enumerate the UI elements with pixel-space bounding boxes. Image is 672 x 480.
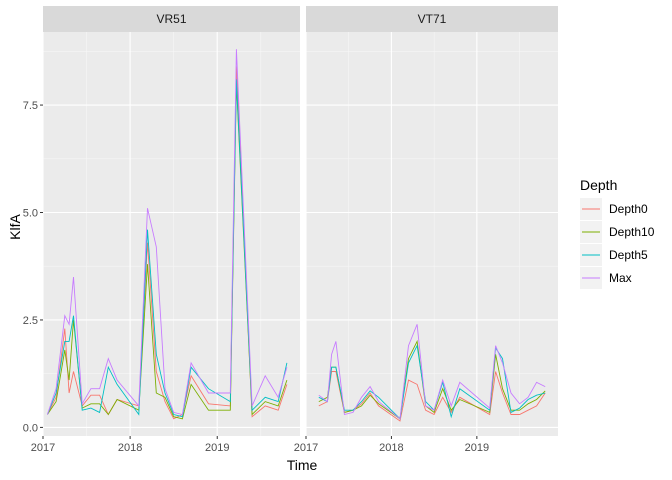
legend-label: Max (609, 271, 632, 285)
x-tick-label: 2019 (465, 442, 489, 454)
y-tick-label: 5.0 (23, 208, 38, 220)
legend-label: Depth0 (609, 202, 648, 216)
legend-item-depth10: Depth10 (580, 221, 655, 243)
x-tick-label: 2018 (118, 442, 142, 454)
series-line-max-vr51 (46, 49, 288, 416)
x-tick-label: 2018 (379, 442, 403, 454)
facet-strip-label: VR51 (156, 12, 186, 26)
facet-strip (306, 6, 558, 32)
legend-title: Depth (580, 177, 617, 193)
legend-item-max: Max (580, 267, 632, 289)
x-axes: 2017 2018 2019 2017 2018 2019 (31, 436, 489, 454)
series-line-depth0-vr51 (46, 66, 288, 420)
x-tick-label: 2017 (31, 442, 55, 454)
legend-item-depth0: Depth0 (580, 198, 648, 220)
panel-background (306, 32, 558, 436)
facet-panels: VR51 VT71 (42, 6, 558, 436)
legend-label: Depth10 (609, 225, 655, 239)
x-axis-title: Time (287, 457, 318, 473)
y-axis-title: KlfA (7, 214, 23, 240)
x-tick-label: 2019 (205, 442, 229, 454)
legend-label: Depth5 (609, 248, 648, 262)
y-tick-label: 0.0 (23, 422, 38, 434)
x-tick-label: 2017 (294, 442, 318, 454)
facet-panel-vr51: VR51 (42, 6, 300, 436)
series-line-depth5-vr51 (46, 79, 288, 418)
facet-strip-label: VT71 (418, 12, 447, 26)
facet-strip (43, 6, 300, 32)
panel-background (43, 32, 300, 436)
y-tick-label: 7.5 (23, 100, 38, 112)
legend-item-depth5: Depth5 (580, 244, 648, 266)
series-line-max-vt71 (318, 324, 546, 420)
facet-panel-vt71: VT71 (305, 6, 558, 436)
y-axis: 0.0 2.5 5.0 7.5 (23, 100, 43, 434)
legend: Depth Depth0 Depth10 Depth5 Max (580, 177, 655, 289)
y-tick-label: 2.5 (23, 315, 38, 327)
